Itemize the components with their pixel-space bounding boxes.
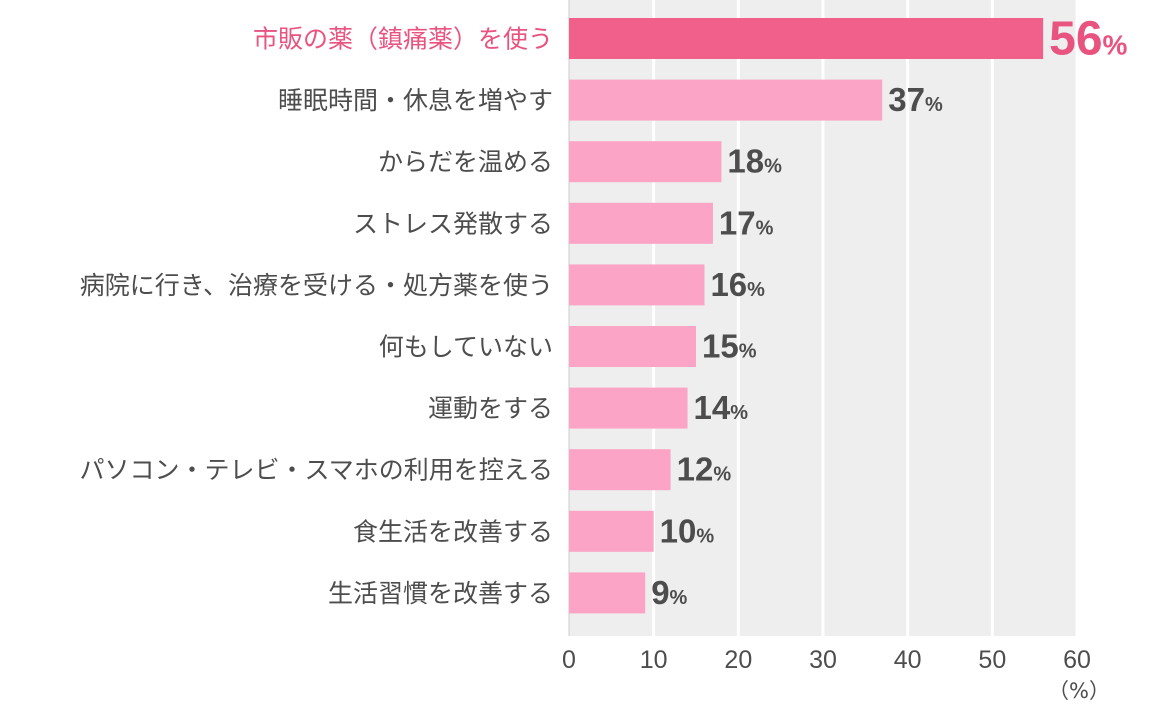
x-axis-unit-label: （%） [1048,679,1110,703]
category-label: 運動をする [428,394,553,423]
data-label: 18% [727,143,782,180]
data-label: 10% [660,512,715,549]
x-tick-label: 30 [809,646,837,674]
category-label: 生活習慣を改善する [328,579,553,608]
data-label: 56% [1049,13,1127,66]
data-label: 14% [694,389,749,426]
bar [569,264,705,306]
bar [569,449,671,491]
bar [569,387,688,429]
x-tick-labels: 0 10 20 30 40 50 60 [562,646,1091,674]
bar [569,202,713,244]
bar [569,572,646,614]
x-tick-label: 20 [724,646,752,674]
data-label: 9% [651,574,687,611]
x-tick-label: 60 [1063,646,1091,674]
data-label: 15% [702,328,757,365]
data-label: 37% [888,81,943,118]
bar [569,141,722,183]
category-label: 睡眠時間・休息を増やす [278,86,553,115]
bar [569,326,696,367]
bars [569,18,1044,614]
data-label: 17% [719,204,774,241]
x-tick-label: 10 [640,646,668,674]
x-tick-label: 0 [562,646,576,674]
bar [569,79,883,121]
data-label: 12% [677,451,732,488]
category-label: からだを温める [378,148,553,177]
category-label: 何もしていない [379,333,553,362]
x-tick-label: 50 [978,646,1006,674]
category-label: 市販の薬（鎮痛薬）を使う [253,25,553,54]
category-labels: 市販の薬（鎮痛薬）を使う睡眠時間・休息を増やすからだを温めるストレス発散する病院… [79,25,553,608]
value-labels: 56% 37% 18% 17% 16% 15% 14% 12% 10% 9% [651,13,1127,611]
bar [569,18,1044,59]
category-label: パソコン・テレビ・スマホの利用を控える [79,456,553,485]
data-label: 16% [710,266,765,303]
category-label: ストレス発散する [353,209,553,238]
x-tick-label: 40 [894,646,922,674]
bar [569,510,654,552]
category-label: 病院に行き、治療を受ける・処方薬を使う [80,271,553,300]
category-label: 食生活を改善する [353,517,553,546]
